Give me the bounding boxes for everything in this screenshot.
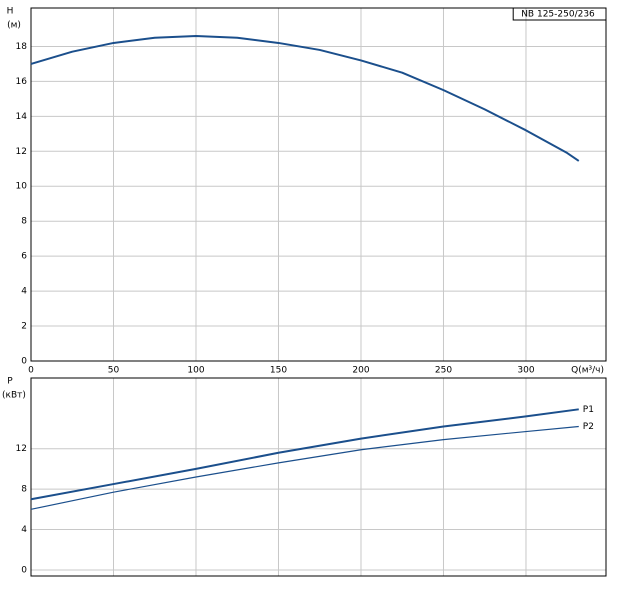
y-tick-label: 16 — [16, 77, 28, 87]
series-label: P1 — [583, 405, 594, 415]
x-tick-label: 50 — [108, 366, 120, 376]
y-tick-label: 8 — [21, 485, 27, 495]
x-tick-label: 300 — [517, 366, 534, 376]
y-axis-label: P — [7, 377, 13, 387]
y-tick-label: 4 — [21, 525, 27, 535]
x-axis-label: Q(м³/ч) — [571, 366, 604, 376]
plot-frame — [30, 377, 607, 577]
x-tick-label: 0 — [28, 366, 34, 376]
y-axis-unit: (кВт) — [2, 391, 26, 401]
y-tick-label: 4 — [21, 287, 27, 297]
y-tick-label: 0 — [21, 357, 27, 367]
series-label: P2 — [583, 422, 594, 432]
y-tick-label: 12 — [16, 147, 27, 157]
chart-title: NB 125-250/236 — [521, 10, 595, 20]
x-tick-label: 100 — [187, 366, 204, 376]
y-tick-label: 0 — [21, 565, 27, 575]
series-line — [30, 34, 580, 162]
y-tick-label: 18 — [16, 42, 28, 52]
plot-frame — [30, 7, 607, 362]
title-box — [512, 7, 607, 21]
x-tick-label: 150 — [270, 366, 287, 376]
x-tick-label: 250 — [435, 366, 452, 376]
series-line — [30, 408, 579, 501]
y-tick-label: 14 — [16, 112, 28, 122]
y-axis-unit: (м) — [7, 21, 21, 31]
y-tick-label: 6 — [21, 252, 27, 262]
x-tick-label: 200 — [352, 366, 369, 376]
y-tick-label: 12 — [16, 444, 27, 454]
y-axis-label: H — [7, 7, 14, 17]
y-tick-label: 10 — [16, 182, 28, 192]
y-tick-label: 2 — [21, 322, 27, 332]
series-line — [30, 425, 579, 510]
y-tick-label: 8 — [21, 217, 27, 227]
